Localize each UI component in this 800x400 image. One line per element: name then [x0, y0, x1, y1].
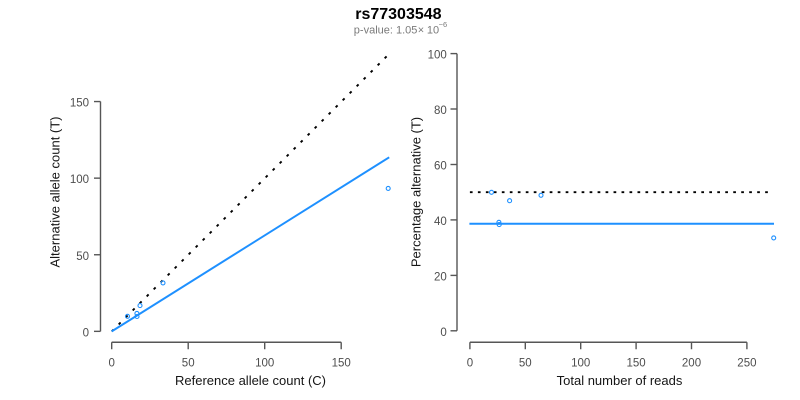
svg-text:100: 100: [571, 358, 590, 370]
svg-text:200: 200: [682, 358, 701, 370]
svg-text:Total number of reads: Total number of reads: [557, 373, 683, 388]
svg-text:20: 20: [434, 271, 447, 283]
svg-text:100: 100: [70, 174, 89, 186]
svg-text:Percentage alternative (T): Percentage alternative (T): [409, 117, 424, 267]
svg-text:50: 50: [519, 358, 532, 370]
svg-text:−6: −6: [439, 20, 448, 29]
svg-text:250: 250: [737, 358, 756, 370]
svg-text:0: 0: [467, 358, 473, 370]
svg-text:p-value: 1.05: p-value: 1.05: [354, 24, 418, 36]
svg-text:50: 50: [76, 251, 89, 263]
svg-text:0: 0: [83, 327, 89, 339]
svg-text:100: 100: [255, 358, 274, 370]
svg-text:0: 0: [440, 327, 446, 339]
svg-text:100: 100: [428, 50, 447, 62]
svg-text:150: 150: [627, 358, 646, 370]
svg-text:rs77303548: rs77303548: [355, 6, 441, 23]
svg-text:150: 150: [332, 358, 351, 370]
svg-text:60: 60: [434, 161, 447, 173]
svg-text:Reference allele count (C): Reference allele count (C): [175, 373, 326, 388]
svg-text:150: 150: [70, 98, 89, 110]
svg-text:Alternative allele count (T): Alternative allele count (T): [48, 116, 63, 267]
svg-text:80: 80: [434, 105, 447, 117]
svg-text:50: 50: [182, 358, 195, 370]
svg-text:0: 0: [108, 358, 114, 370]
svg-text:×: ×: [418, 24, 424, 36]
svg-text:40: 40: [434, 216, 447, 228]
svg-text:10: 10: [427, 24, 439, 36]
